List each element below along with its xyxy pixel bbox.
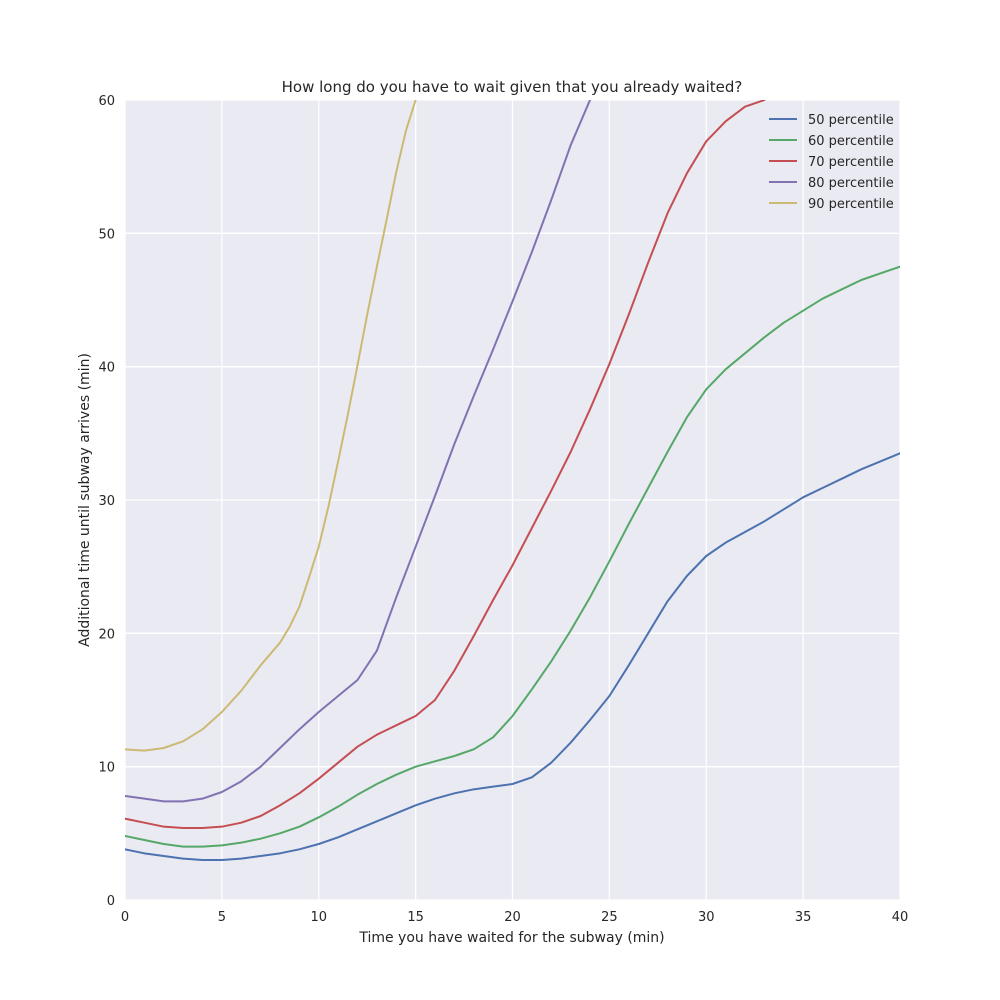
y-ticks: 0 10 20 30 40 50 60 <box>98 94 115 909</box>
x-tick-label: 30 <box>698 910 715 925</box>
x-axis-label: Time you have waited for the subway (min… <box>358 930 664 946</box>
legend-label: 70 percentile <box>808 155 894 170</box>
legend-label: 90 percentile <box>808 197 894 212</box>
x-tick-label: 15 <box>407 910 424 925</box>
y-tick-label: 0 <box>107 894 115 909</box>
legend-label: 60 percentile <box>808 134 894 149</box>
y-tick-label: 50 <box>98 227 115 242</box>
y-tick-label: 20 <box>98 627 115 642</box>
chart-title: How long do you have to wait given that … <box>282 78 743 96</box>
legend-label: 50 percentile <box>808 113 894 128</box>
series-line-5 <box>125 100 417 752</box>
y-tick-label: 60 <box>98 94 115 109</box>
x-tick-label: 25 <box>601 910 618 925</box>
x-tick-label: 20 <box>504 910 521 925</box>
x-ticks: 0 5 10 15 20 25 30 35 40 <box>121 910 908 925</box>
series-line-4 <box>125 100 591 803</box>
x-tick-label: 35 <box>795 910 812 925</box>
x-tick-label: 10 <box>310 910 327 925</box>
y-tick-label: 40 <box>98 361 115 376</box>
x-tick-label: 0 <box>121 910 129 925</box>
y-tick-label: 30 <box>98 494 115 509</box>
y-tick-label: 10 <box>98 761 115 776</box>
x-tick-label: 5 <box>218 910 226 925</box>
legend-label: 80 percentile <box>808 176 894 191</box>
series-line-2 <box>125 265 900 848</box>
legend: 50 percentile 60 percentile 70 percentile 8… <box>769 113 894 212</box>
series-lines <box>125 100 900 861</box>
x-tick-label: 40 <box>892 910 909 925</box>
series-line-3 <box>125 100 766 829</box>
series-line-1 <box>125 452 900 861</box>
grid <box>124 99 901 901</box>
y-axis-label: Additional time until subway arrives (mi… <box>77 353 93 647</box>
